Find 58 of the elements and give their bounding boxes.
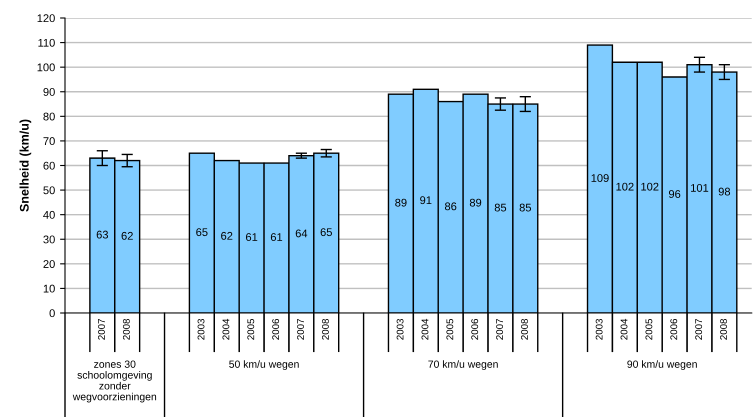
data-label: 85 [520, 204, 532, 212]
y-tick-label: 20 [43, 260, 55, 268]
data-label: 96 [668, 190, 680, 198]
y-tick-label: 90 [43, 88, 55, 96]
text: 50 km/u wegen [229, 360, 299, 370]
data-label: 63 [96, 230, 108, 239]
x-tick-label: 2008 [322, 318, 329, 340]
x-tick-label: 2005 [446, 318, 454, 340]
data-label: 61 [246, 233, 258, 242]
y-tick-label: 30 [43, 236, 55, 244]
x-tick-label: 2005 [247, 318, 254, 340]
x-tick-label: 2004 [222, 318, 230, 340]
x-tick-label: 2008 [122, 318, 130, 340]
data-label: 65 [196, 228, 208, 236]
data-label: 64 [296, 229, 308, 238]
data-label: 89 [395, 198, 407, 207]
data-label: 89 [470, 198, 482, 207]
data-label: 109 [592, 174, 609, 182]
y-tick-label: 100 [38, 63, 55, 72]
data-label: 98 [718, 188, 730, 196]
data-label: 102 [616, 182, 634, 191]
y-tick-label: 80 [43, 112, 55, 120]
x-tick-label: 2006 [670, 318, 678, 340]
data-label: 86 [444, 202, 456, 210]
y-tick-label: 60 [43, 162, 55, 170]
x-tick-label: 2004 [422, 318, 428, 340]
x-tick-label: 2003 [198, 318, 204, 340]
text: 90 km/u wegen [627, 360, 697, 370]
y-tick-label: 120 [38, 14, 55, 22]
text: 70 km/u wegen [428, 360, 498, 370]
y-tick-label: 40 [43, 210, 55, 219]
data-label: 62 [221, 232, 232, 240]
text: zones 30 schoolomgeving zonder wegvoorzieningen [72, 360, 156, 402]
y-tick-label: 70 [43, 137, 55, 146]
x-tick-label: 2003 [396, 318, 404, 340]
y-tick-label: 110 [38, 38, 55, 47]
x-tick-label: 2007 [695, 319, 702, 340]
y-tick-label: 50 [43, 186, 55, 194]
data-label: 62 [122, 232, 133, 240]
data-label: 65 [320, 228, 332, 236]
x-tick-label: 2006 [272, 318, 280, 340]
x-tick-label: 2003 [596, 318, 603, 340]
x-tick-label: 2007 [98, 319, 105, 340]
x-tick-label: 2005 [645, 318, 652, 340]
x-tick-label: 2008 [720, 318, 727, 340]
x-tick-label: 2004 [620, 318, 628, 340]
y-tick-label: 10 [44, 284, 55, 293]
data-label: 61 [270, 233, 282, 242]
data-label: 102 [641, 182, 658, 191]
data-label: 85 [494, 204, 506, 212]
y-tick-label: 0 [50, 309, 55, 318]
y-axis-title: Snelheid (km/u) [20, 120, 32, 212]
data-label: 91 [420, 196, 432, 204]
data-label: 101 [691, 184, 708, 192]
x-tick-label: 2008 [521, 318, 528, 340]
x-tick-label: 2006 [471, 318, 478, 340]
x-tick-label: 2007 [297, 319, 304, 340]
x-tick-label: 2007 [496, 319, 504, 340]
